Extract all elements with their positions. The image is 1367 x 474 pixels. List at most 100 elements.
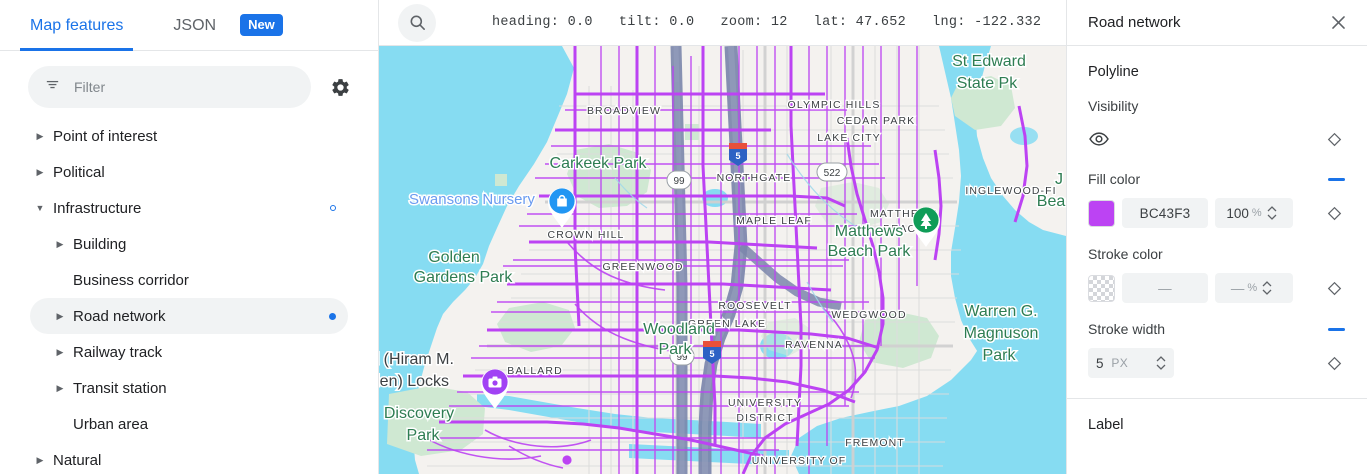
filter-box[interactable] xyxy=(28,66,311,108)
fill-color-keyframe-icon[interactable] xyxy=(1323,202,1345,224)
shield-522: 522 xyxy=(816,162,848,182)
sidebar-item-building[interactable]: ▶ Building xyxy=(30,226,348,262)
sidebar-item-urban-area[interactable]: Urban area xyxy=(30,406,348,442)
svg-text:INGLEWOOD-FI: INGLEWOOD-FI xyxy=(965,185,1056,197)
filter-input[interactable] xyxy=(74,79,284,95)
visibility-label: Visibility xyxy=(1088,98,1139,114)
chevron-right-icon[interactable]: ▶ xyxy=(36,130,44,141)
sidebar-item-road-network[interactable]: ▶ Road network xyxy=(30,298,348,334)
map-canvas[interactable]: 99 99 522 5 xyxy=(379,46,1066,474)
sidebar-item-political[interactable]: ▶ Political xyxy=(30,154,348,190)
fill-color-hex-field[interactable]: BC43F3 xyxy=(1122,198,1208,228)
fill-opacity-field[interactable]: 100 % xyxy=(1215,198,1293,228)
svg-text:CEDAR PARK: CEDAR PARK xyxy=(837,115,916,127)
map-render[interactable]: 99 99 522 5 xyxy=(379,46,1066,474)
sidebar-item-label: Business corridor xyxy=(73,271,189,289)
stroke-width-modified-indicator xyxy=(1328,327,1345,331)
svg-text:99: 99 xyxy=(673,176,685,187)
svg-text:Beach Park: Beach Park xyxy=(828,243,912,260)
road-junction-dot xyxy=(562,455,572,465)
svg-text:Woodland: Woodland xyxy=(643,321,715,338)
stroke-opacity-field[interactable]: — % xyxy=(1215,273,1293,303)
search-icon[interactable] xyxy=(398,3,436,42)
chevron-right-icon[interactable]: ▶ xyxy=(56,238,64,249)
sidebar-item-business-corridor[interactable]: Business corridor xyxy=(30,262,348,298)
svg-text:Swansons Nursery: Swansons Nursery xyxy=(409,191,535,208)
fill-opacity-unit: % xyxy=(1251,207,1262,219)
stroke-width-keyframe-icon[interactable] xyxy=(1323,352,1345,374)
sidebar-item-label: Point of interest xyxy=(53,127,158,145)
stroke-color-hex-field[interactable]: — xyxy=(1122,273,1208,303)
sidebar-item-railway-track[interactable]: ▶ Railway track xyxy=(30,334,348,370)
sidebar-tabs: Map features JSON New xyxy=(0,0,378,51)
tab-json[interactable]: JSON xyxy=(163,0,226,51)
sidebar-item-label: Transit station xyxy=(73,379,167,397)
sidebar-item-label: Infrastructure xyxy=(53,199,142,217)
tab-json-label: JSON xyxy=(173,16,217,34)
sidebar-item-label: Building xyxy=(73,235,127,253)
filter-list-icon xyxy=(44,76,61,98)
sidebar-item-natural[interactable]: ▶ Natural xyxy=(30,442,348,474)
map-poi-labels: Carkeek Park Swansons Nursery Golden Gar… xyxy=(379,52,1066,446)
stroke-color-label-row: Stroke color xyxy=(1088,246,1351,262)
svg-text:99: 99 xyxy=(676,352,688,363)
new-badge: New xyxy=(240,13,283,37)
svg-text:UNIVERSITY: UNIVERSITY xyxy=(728,397,802,409)
svg-text:Warren G.: Warren G. xyxy=(964,303,1037,320)
stroke-width-field[interactable]: 5 PX xyxy=(1088,348,1174,378)
chevron-right-icon[interactable]: ▶ xyxy=(36,166,44,177)
stroke-width-label-row: Stroke width xyxy=(1088,321,1351,337)
map-toolbar: heading: 0.0 tilt: 0.0 zoom: 12 lat: 47.… xyxy=(379,0,1066,46)
marker-shopping-bag xyxy=(548,188,576,228)
sidebar-item-point-of-interest[interactable]: ▶ Point of interest xyxy=(30,118,348,154)
svg-text:RAVENNA: RAVENNA xyxy=(785,339,843,351)
svg-text:GREENWOOD: GREENWOOD xyxy=(602,261,683,273)
map-coordinates: heading: 0.0 tilt: 0.0 zoom: 12 lat: 47.… xyxy=(492,15,1041,30)
svg-text:LAKE CITY: LAKE CITY xyxy=(817,132,881,144)
visibility-keyframe-icon[interactable] xyxy=(1323,128,1345,150)
eye-icon[interactable] xyxy=(1088,125,1122,153)
svg-text:ard (Hiram M.: ard (Hiram M. xyxy=(379,351,454,368)
map-features-sidebar: Map features JSON New xyxy=(0,0,379,474)
stroke-color-hex-value: — xyxy=(1158,280,1172,296)
sidebar-item-transit-station[interactable]: ▶ Transit station xyxy=(30,370,348,406)
chevron-right-icon[interactable]: ▶ xyxy=(36,454,44,465)
shield-99-north: 99 xyxy=(666,170,692,190)
coord-tilt: tilt: 0.0 xyxy=(618,15,695,30)
svg-text:CROWN HILL: CROWN HILL xyxy=(548,229,625,241)
fill-color-swatch[interactable] xyxy=(1088,199,1115,227)
stroke-color-swatch[interactable] xyxy=(1088,274,1115,302)
visibility-row xyxy=(1088,125,1351,153)
stroke-opacity-value: — xyxy=(1230,280,1245,296)
close-icon[interactable] xyxy=(1325,10,1351,36)
sidebar-item-label: Urban area xyxy=(73,415,149,433)
tab-map-features[interactable]: Map features xyxy=(20,0,134,51)
svg-text:BALLARD: BALLARD xyxy=(507,365,563,377)
svg-text:Discovery: Discovery xyxy=(384,405,454,422)
styled-road-network xyxy=(418,46,1029,474)
stroke-width-stepper[interactable] xyxy=(1156,356,1166,370)
style-properties-panel: Road network Polyline Visibility xyxy=(1066,0,1367,474)
park-small-2 xyxy=(495,174,507,186)
map-place-labels: BROADVIEW OLYMPIC HILLS CEDAR PARK LAKE … xyxy=(506,98,1057,469)
svg-text:Park: Park xyxy=(983,347,1017,364)
svg-text:Gardens Park: Gardens Park xyxy=(414,269,514,286)
chevron-down-icon[interactable]: ▼ xyxy=(35,203,45,213)
coord-lng: lng: -122.332 xyxy=(932,15,1042,30)
park-carkeek xyxy=(567,144,651,208)
coord-heading: heading: 0.0 xyxy=(492,15,593,30)
fill-opacity-stepper[interactable] xyxy=(1267,206,1277,220)
stroke-width-unit: PX xyxy=(1111,356,1129,370)
gear-icon[interactable] xyxy=(326,73,354,101)
map-markers xyxy=(481,188,940,409)
stroke-width-value: 5 xyxy=(1096,355,1104,371)
svg-text:GREEN LAKE: GREEN LAKE xyxy=(688,318,766,330)
stroke-opacity-stepper[interactable] xyxy=(1262,281,1272,295)
chevron-right-icon[interactable]: ▶ xyxy=(56,382,64,393)
svg-text:State Pk: State Pk xyxy=(957,75,1018,92)
chevron-right-icon[interactable]: ▶ xyxy=(56,346,64,357)
stroke-color-keyframe-icon[interactable] xyxy=(1323,277,1345,299)
chevron-right-icon[interactable]: ▶ xyxy=(56,310,64,321)
svg-text:522: 522 xyxy=(824,168,841,179)
sidebar-item-infrastructure[interactable]: ▼ Infrastructure xyxy=(30,190,348,226)
